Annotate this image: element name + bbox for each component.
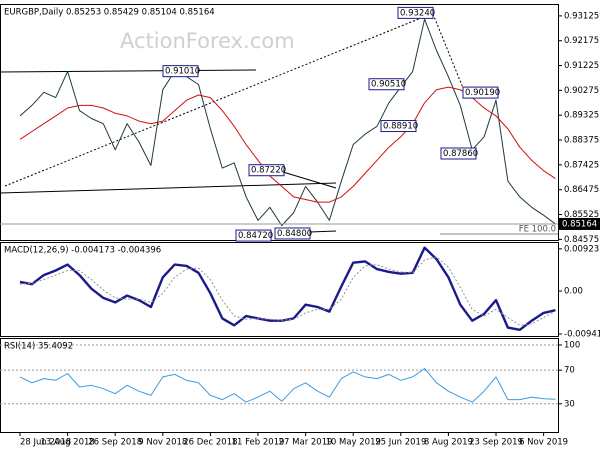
x-tick-label: 28 Jun 2018 — [20, 438, 71, 448]
level-label: 0.84800 — [277, 229, 312, 239]
level-box — [462, 86, 499, 99]
x-tick-label: 9 Nov 2018 — [138, 438, 187, 448]
x-tick-label: 13 Aug 2018 — [40, 438, 94, 448]
y-tick-label: 0.91225 — [564, 61, 599, 71]
y-tick-label: 0.89325 — [564, 111, 599, 121]
panel-frame — [0, 4, 559, 241]
level-label: 0.87220 — [251, 166, 286, 176]
level-box — [248, 164, 285, 177]
y-tick-label: 100 — [564, 340, 580, 350]
y-tick-label: 30 — [564, 399, 575, 409]
level-label: 0.91010 — [165, 67, 200, 77]
wedge-top — [282, 171, 337, 189]
y-tick-label: 0.90275 — [564, 86, 599, 96]
y-tick-label: 0.00 — [564, 287, 583, 297]
level-box — [397, 6, 434, 19]
panel-title: MACD(12,26,9) -0.004173 -0.004396 — [4, 246, 161, 256]
level-box — [162, 65, 199, 78]
series-line — [19, 246, 556, 331]
level-label: 0.84720 — [238, 231, 273, 241]
x-tick-label: 27 Mar 2019 — [279, 438, 333, 448]
x-tick-label: 23 Sep 2019 — [469, 438, 523, 448]
series-line — [19, 256, 556, 326]
level-box — [380, 120, 417, 133]
x-tick-label: 10 May 2019 — [325, 438, 380, 448]
y-tick-label: 0.85525 — [564, 210, 599, 220]
panel-title: EURGBP,Daily 0.85253 0.85429 0.85104 0.8… — [4, 8, 215, 18]
dotted-trend — [4, 13, 432, 187]
dotted-leg — [432, 13, 464, 89]
level-box — [274, 227, 311, 240]
channel-top — [0, 69, 257, 73]
fe-label: FE 100.0 — [519, 225, 556, 235]
last-price-box — [559, 217, 600, 230]
level-label: 0.93240 — [400, 8, 435, 18]
watermark: ActionForex.com — [120, 29, 295, 53]
series-line — [19, 18, 556, 227]
level-box — [235, 229, 272, 242]
panel-frame — [0, 338, 559, 433]
level-label: 0.90190 — [465, 88, 500, 98]
x-tick-label: 6 Nov 2019 — [519, 438, 568, 448]
x-tick-label: 26 Dec 2018 — [183, 438, 237, 448]
series-line — [19, 368, 556, 403]
y-tick-label: 0.86475 — [564, 185, 599, 195]
last-price-label: 0.85164 — [562, 219, 597, 229]
panel-frame — [0, 242, 559, 337]
x-tick-label: 26 Sep 2018 — [88, 438, 142, 448]
level-box — [440, 147, 477, 160]
level-label: 0.87860 — [443, 149, 478, 159]
y-tick-label: 0.009237 — [564, 244, 600, 254]
level-label: 0.90510 — [371, 80, 406, 90]
y-tick-label: 0.84575 — [564, 235, 599, 245]
y-tick-label: -0.009413 — [564, 330, 600, 340]
y-tick-label: 70 — [564, 366, 575, 376]
x-tick-label: 25 Jun 2019 — [375, 438, 426, 448]
y-tick-label: 0.93125 — [564, 11, 599, 21]
level-box — [368, 78, 405, 91]
x-tick-label: 11 Feb 2019 — [232, 438, 285, 448]
panel-title: RSI(14) 35.4092 — [4, 342, 73, 352]
y-tick-label: 0.87425 — [564, 160, 599, 170]
level-label: 0.88910 — [383, 122, 418, 132]
y-tick-label: 0.88375 — [564, 136, 599, 146]
x-tick-label: 8 Aug 2019 — [424, 438, 473, 448]
y-tick-label: 0.92175 — [564, 36, 599, 46]
